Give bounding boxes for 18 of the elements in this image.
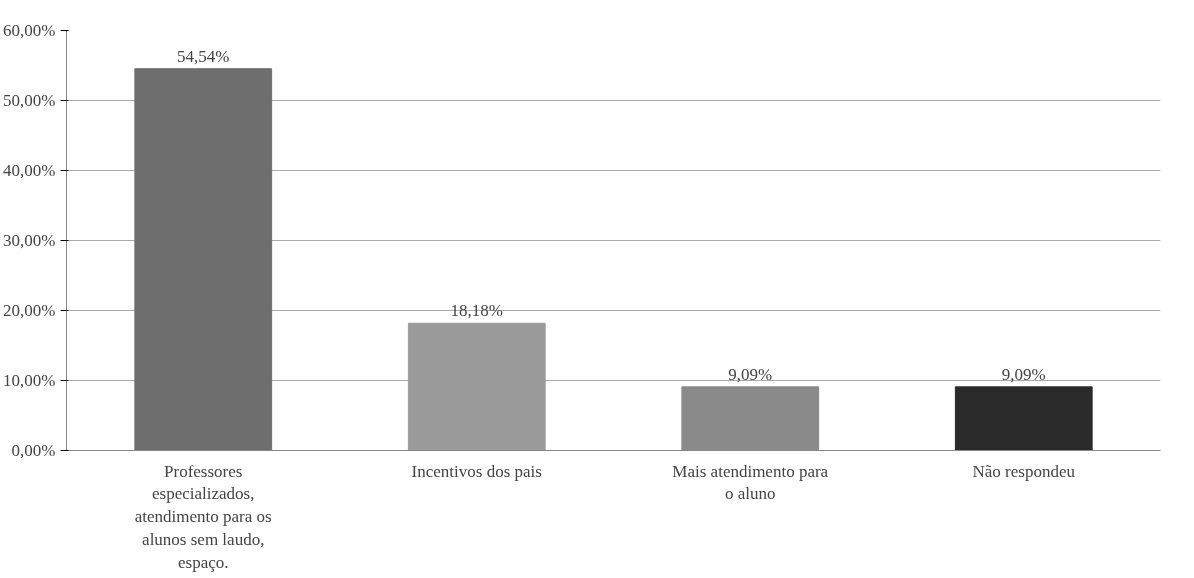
y-tick-label: 10,00% bbox=[3, 371, 56, 390]
data-label: 54,54% bbox=[177, 46, 230, 66]
y-tick-label: 50,00% bbox=[3, 91, 56, 110]
y-tick-label: 20,00% bbox=[3, 301, 56, 320]
data-label: 9,09% bbox=[728, 364, 773, 384]
data-label: 9,09% bbox=[1001, 364, 1046, 384]
x-tick-label: Mais atendimento para o aluno bbox=[672, 461, 829, 504]
x-tick-label: Não respondeu bbox=[972, 461, 1076, 481]
data-label: 18,18% bbox=[450, 301, 503, 321]
y-tick-label: 60,00% bbox=[3, 21, 56, 40]
bar bbox=[954, 386, 1093, 451]
x-tick-label: Professores especializados, atendimento para os alunos sem laudo, espaço. bbox=[134, 461, 272, 572]
y-tick-label: 40,00% bbox=[3, 161, 56, 180]
bar bbox=[134, 68, 273, 451]
x-tick-label: Incentivos dos pais bbox=[411, 461, 542, 481]
y-tick-label: 0,00% bbox=[11, 441, 56, 460]
y-tick-label: 30,00% bbox=[3, 231, 56, 250]
bar bbox=[407, 322, 546, 451]
